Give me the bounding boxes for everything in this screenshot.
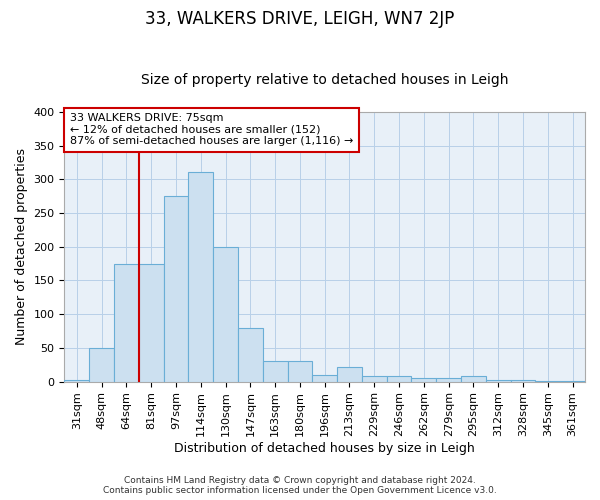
Bar	[114, 264, 139, 382]
Title: Size of property relative to detached houses in Leigh: Size of property relative to detached ho…	[141, 73, 508, 87]
Bar	[535, 381, 560, 382]
Bar	[164, 196, 188, 382]
Bar	[412, 378, 436, 382]
Y-axis label: Number of detached properties: Number of detached properties	[15, 148, 28, 345]
Bar	[511, 380, 535, 382]
Bar	[238, 328, 263, 382]
Bar	[436, 378, 461, 382]
Bar	[313, 375, 337, 382]
Bar	[560, 381, 585, 382]
Bar	[89, 348, 114, 382]
Text: 33 WALKERS DRIVE: 75sqm
← 12% of detached houses are smaller (152)
87% of semi-d: 33 WALKERS DRIVE: 75sqm ← 12% of detache…	[70, 113, 353, 146]
Text: 33, WALKERS DRIVE, LEIGH, WN7 2JP: 33, WALKERS DRIVE, LEIGH, WN7 2JP	[145, 10, 455, 28]
Bar	[486, 380, 511, 382]
Bar	[461, 376, 486, 382]
Text: Contains HM Land Registry data © Crown copyright and database right 2024.
Contai: Contains HM Land Registry data © Crown c…	[103, 476, 497, 495]
Bar	[213, 246, 238, 382]
Bar	[287, 362, 313, 382]
Bar	[337, 367, 362, 382]
Bar	[139, 264, 164, 382]
Bar	[188, 172, 213, 382]
Bar	[362, 376, 386, 382]
Bar	[263, 362, 287, 382]
Bar	[64, 380, 89, 382]
X-axis label: Distribution of detached houses by size in Leigh: Distribution of detached houses by size …	[175, 442, 475, 455]
Bar	[386, 376, 412, 382]
